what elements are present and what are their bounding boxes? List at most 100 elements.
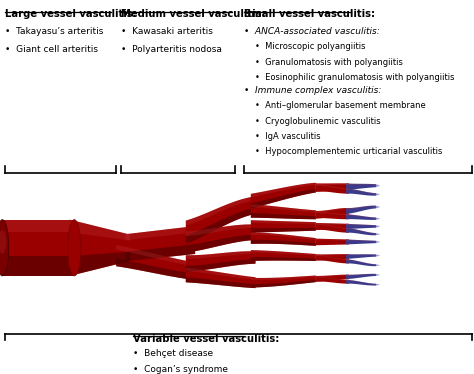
Polygon shape bbox=[316, 184, 349, 190]
Text: •  Kawasaki arteritis: • Kawasaki arteritis bbox=[121, 27, 213, 36]
Text: Large vessel vasculitis:: Large vessel vasculitis: bbox=[5, 9, 137, 19]
Polygon shape bbox=[346, 224, 376, 229]
Ellipse shape bbox=[0, 220, 9, 276]
Text: •  Granulomatosis with polyangiitis: • Granulomatosis with polyangiitis bbox=[255, 58, 402, 67]
Polygon shape bbox=[346, 206, 376, 209]
Text: •  IgA vasculitis: • IgA vasculitis bbox=[255, 132, 320, 141]
Polygon shape bbox=[126, 244, 195, 261]
Ellipse shape bbox=[373, 241, 380, 243]
Polygon shape bbox=[126, 226, 195, 261]
Polygon shape bbox=[316, 254, 349, 261]
Polygon shape bbox=[346, 228, 376, 235]
Polygon shape bbox=[251, 220, 316, 233]
Polygon shape bbox=[316, 275, 349, 282]
Polygon shape bbox=[186, 234, 255, 252]
Polygon shape bbox=[316, 223, 349, 225]
Text: •  Eosinophilic granulomatosis with polyangiitis: • Eosinophilic granulomatosis with polya… bbox=[255, 73, 454, 82]
Polygon shape bbox=[116, 245, 195, 266]
Polygon shape bbox=[251, 250, 316, 255]
Polygon shape bbox=[186, 196, 255, 226]
Text: Variable vessel vasculitis:: Variable vessel vasculitis: bbox=[133, 334, 279, 344]
Polygon shape bbox=[251, 280, 316, 288]
Polygon shape bbox=[346, 274, 376, 276]
Polygon shape bbox=[251, 204, 316, 219]
Polygon shape bbox=[346, 280, 376, 284]
Polygon shape bbox=[346, 254, 376, 255]
Polygon shape bbox=[346, 254, 376, 259]
Polygon shape bbox=[251, 189, 316, 209]
Polygon shape bbox=[2, 220, 74, 276]
Polygon shape bbox=[316, 276, 349, 280]
Polygon shape bbox=[316, 239, 349, 245]
Polygon shape bbox=[316, 255, 349, 260]
Polygon shape bbox=[316, 223, 349, 230]
Ellipse shape bbox=[373, 274, 380, 276]
Text: •  Giant cell arteritis: • Giant cell arteritis bbox=[5, 45, 98, 53]
Polygon shape bbox=[316, 208, 349, 219]
Text: •  Hypocomplementemic urticarial vasculitis: • Hypocomplementemic urticarial vasculit… bbox=[255, 147, 442, 156]
Text: Small vessel vasculitis:: Small vessel vasculitis: bbox=[244, 9, 375, 19]
Polygon shape bbox=[346, 206, 376, 214]
Polygon shape bbox=[346, 188, 376, 194]
Text: •  Cogan’s syndrome: • Cogan’s syndrome bbox=[133, 365, 228, 374]
Polygon shape bbox=[2, 220, 74, 232]
Polygon shape bbox=[186, 224, 255, 252]
Polygon shape bbox=[346, 184, 376, 190]
Polygon shape bbox=[116, 259, 195, 280]
Text: •  Takayasu’s arteritis: • Takayasu’s arteritis bbox=[5, 27, 103, 36]
Polygon shape bbox=[346, 280, 376, 286]
Polygon shape bbox=[251, 276, 316, 280]
Polygon shape bbox=[70, 220, 130, 240]
Polygon shape bbox=[251, 257, 316, 261]
Ellipse shape bbox=[373, 226, 380, 227]
Polygon shape bbox=[251, 228, 316, 233]
Polygon shape bbox=[346, 259, 376, 266]
Polygon shape bbox=[251, 220, 316, 224]
Ellipse shape bbox=[373, 284, 380, 285]
Ellipse shape bbox=[0, 230, 7, 254]
Ellipse shape bbox=[373, 233, 380, 235]
Polygon shape bbox=[116, 245, 195, 280]
Ellipse shape bbox=[373, 185, 380, 187]
Polygon shape bbox=[186, 224, 255, 236]
Polygon shape bbox=[316, 183, 349, 192]
Text: •  Cryoglobulinemic vasculitis: • Cryoglobulinemic vasculitis bbox=[255, 117, 380, 126]
Polygon shape bbox=[316, 275, 349, 277]
Text: •  Polyarteritis nodosa: • Polyarteritis nodosa bbox=[121, 45, 222, 53]
Polygon shape bbox=[186, 277, 255, 288]
Polygon shape bbox=[251, 240, 316, 246]
Text: •  Anti–glomerular basement membrane: • Anti–glomerular basement membrane bbox=[255, 101, 425, 110]
Polygon shape bbox=[346, 184, 376, 185]
Polygon shape bbox=[186, 267, 255, 288]
Polygon shape bbox=[186, 196, 255, 244]
Ellipse shape bbox=[373, 264, 380, 266]
Polygon shape bbox=[251, 276, 316, 288]
Polygon shape bbox=[186, 208, 255, 244]
Polygon shape bbox=[346, 239, 376, 241]
Polygon shape bbox=[316, 255, 349, 263]
Ellipse shape bbox=[373, 206, 380, 208]
Polygon shape bbox=[186, 259, 255, 272]
Polygon shape bbox=[346, 274, 376, 279]
Polygon shape bbox=[2, 256, 74, 276]
Polygon shape bbox=[316, 183, 349, 185]
Polygon shape bbox=[186, 267, 255, 280]
Text: Medium vessel vasculitis:: Medium vessel vasculitis: bbox=[121, 9, 265, 19]
Polygon shape bbox=[251, 250, 316, 261]
Polygon shape bbox=[186, 251, 255, 259]
Polygon shape bbox=[126, 226, 195, 240]
Polygon shape bbox=[70, 252, 130, 276]
Polygon shape bbox=[316, 208, 349, 213]
Ellipse shape bbox=[68, 220, 81, 276]
Text: •  Immune complex vasculitis:: • Immune complex vasculitis: bbox=[244, 86, 382, 95]
Polygon shape bbox=[346, 239, 376, 245]
Polygon shape bbox=[251, 232, 316, 240]
Text: •  Behçet disease: • Behçet disease bbox=[133, 349, 213, 358]
Polygon shape bbox=[251, 232, 316, 246]
Polygon shape bbox=[316, 223, 349, 229]
Ellipse shape bbox=[373, 218, 380, 220]
Polygon shape bbox=[316, 239, 349, 240]
Polygon shape bbox=[70, 220, 130, 276]
Polygon shape bbox=[316, 184, 349, 194]
Polygon shape bbox=[251, 213, 316, 219]
